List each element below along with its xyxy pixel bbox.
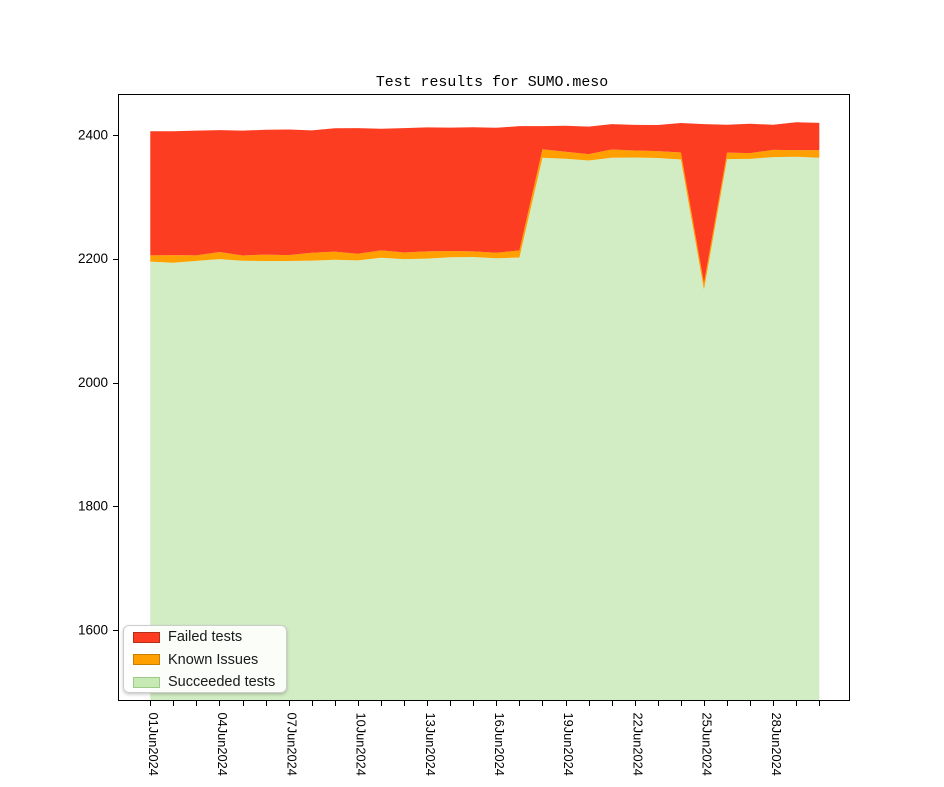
svg-text:01Jun2024: 01Jun2024 — [146, 713, 161, 776]
svg-text:2400: 2400 — [78, 127, 108, 142]
svg-text:2000: 2000 — [78, 375, 108, 390]
svg-text:04Jun2024: 04Jun2024 — [215, 713, 230, 776]
svg-text:25Jun2024: 25Jun2024 — [700, 713, 715, 776]
svg-text:1800: 1800 — [78, 499, 108, 514]
svg-text:28Jun2024: 28Jun2024 — [769, 713, 784, 776]
svg-text:19Jun2024: 19Jun2024 — [561, 713, 576, 776]
svg-text:22Jun2024: 22Jun2024 — [630, 713, 645, 776]
svg-text:2200: 2200 — [78, 251, 108, 266]
svg-text:10Jun2024: 10Jun2024 — [354, 713, 369, 776]
svg-text:07Jun2024: 07Jun2024 — [284, 713, 299, 776]
svg-text:16Jun2024: 16Jun2024 — [492, 713, 507, 776]
svg-text:1600: 1600 — [78, 623, 108, 638]
svg-text:13Jun2024: 13Jun2024 — [423, 713, 438, 776]
